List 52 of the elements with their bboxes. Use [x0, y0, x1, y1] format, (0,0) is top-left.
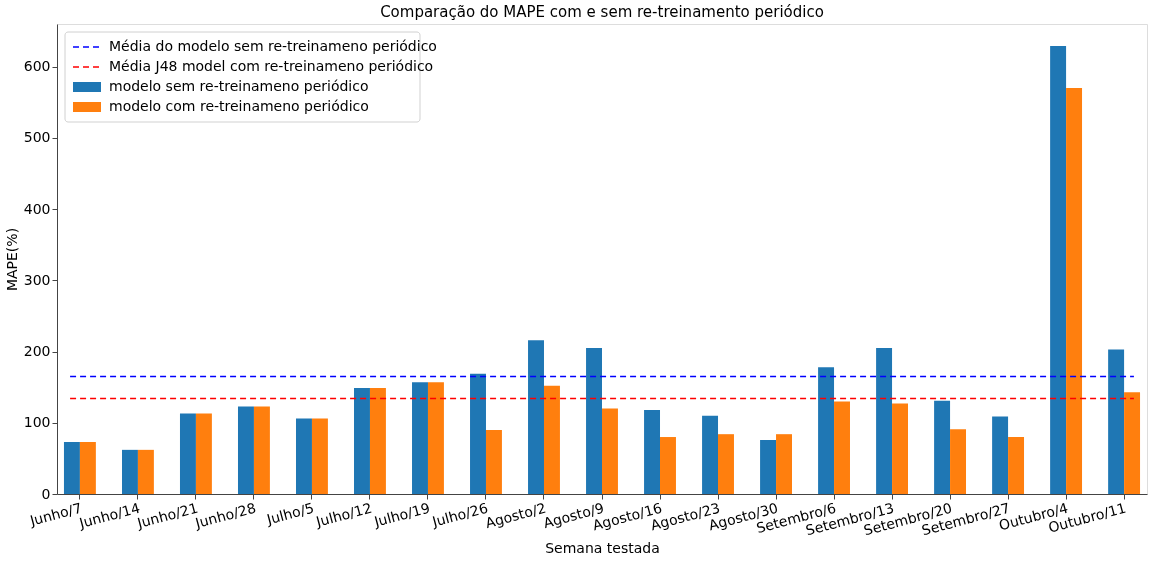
- bar: [79, 442, 96, 494]
- bar: [412, 382, 428, 494]
- bar: [195, 413, 212, 494]
- bar: [602, 408, 618, 494]
- legend-label: Média J48 model com re-treinameno periódico: [109, 58, 434, 74]
- y-tick-label: 100: [23, 414, 51, 431]
- bar: [470, 373, 486, 494]
- bar: [237, 406, 254, 494]
- bar: [702, 415, 719, 494]
- bar: [776, 434, 792, 494]
- bar: [934, 400, 951, 494]
- bar: [427, 382, 444, 494]
- bar: [121, 449, 138, 494]
- bar: [311, 418, 328, 494]
- y-tick-label: 600: [23, 58, 51, 75]
- bar: [63, 442, 80, 494]
- bar: [528, 340, 544, 494]
- bar: [876, 348, 893, 494]
- bar: [1066, 88, 1083, 494]
- bar: [354, 387, 370, 494]
- bar: [485, 429, 502, 494]
- bar: [586, 348, 602, 494]
- bar: [253, 406, 270, 494]
- bar: [892, 403, 908, 494]
- bar: [296, 418, 312, 494]
- y-tick-label: 400: [23, 200, 51, 217]
- bar: [834, 401, 850, 494]
- bar: [992, 416, 1009, 494]
- bar: [760, 439, 777, 494]
- legend-label: Média do modelo sem re-treinameno periódico: [109, 38, 437, 54]
- bar: [369, 387, 386, 494]
- bar: [137, 449, 154, 494]
- bar: [543, 385, 560, 494]
- y-axis-title: MAPE(%): [3, 227, 20, 292]
- legend-label: modelo com re-treinameno periódico: [109, 98, 369, 114]
- bar: [818, 367, 835, 494]
- bar: [718, 434, 734, 494]
- bar: [660, 437, 676, 494]
- chart-title: Comparação do MAPE com e sem re-treinamento periódico: [380, 3, 824, 21]
- y-tick-label: 300: [23, 271, 51, 288]
- bar: [1124, 392, 1141, 494]
- bar: [1050, 46, 1067, 494]
- bar: [179, 413, 196, 494]
- bar: [1108, 349, 1125, 494]
- bar: [950, 429, 967, 494]
- y-tick-label: 0: [41, 485, 51, 502]
- y-tick-label: 200: [23, 343, 51, 360]
- legend-label: modelo sem re-treinameno periódico: [109, 78, 369, 94]
- x-axis-title: Semana testada: [545, 540, 660, 557]
- bar: [1008, 437, 1025, 494]
- y-tick-label: 500: [23, 129, 51, 146]
- bar: [644, 409, 661, 494]
